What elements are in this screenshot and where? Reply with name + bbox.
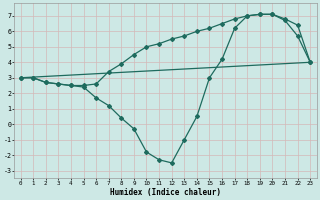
X-axis label: Humidex (Indice chaleur): Humidex (Indice chaleur)	[110, 188, 221, 197]
